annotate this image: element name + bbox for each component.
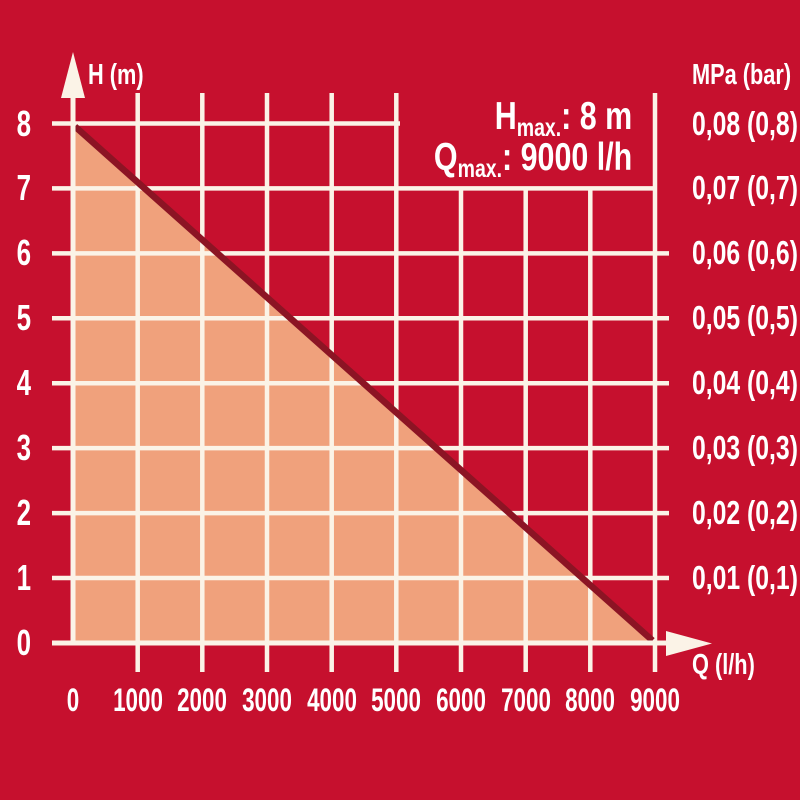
x-tick-8000: 8000 <box>565 682 615 718</box>
y-left-tick-5: 5 <box>16 297 31 338</box>
y-left-tick-8: 8 <box>16 103 31 144</box>
q-max-base: Q <box>433 136 458 179</box>
y-right-axis-title: MPa (bar) <box>692 59 792 91</box>
y-left-tick-6: 6 <box>16 232 31 273</box>
x-tick-6000: 6000 <box>436 682 486 718</box>
y-left-tick-4: 4 <box>16 362 31 403</box>
x-tick-7000: 7000 <box>501 682 551 718</box>
y-right-tick-005: 0,05 (0,5) <box>692 299 798 336</box>
y-left-tick-0: 0 <box>16 622 31 663</box>
h-max-subscript: max. <box>516 114 561 142</box>
y-left-axis-title: H (m) <box>88 59 144 91</box>
h-max-value: : 8 m <box>560 95 632 138</box>
y-right-tick-003: 0,03 (0,3) <box>692 429 798 466</box>
x-tick-4000: 4000 <box>307 682 357 718</box>
y-left-tick-7: 7 <box>16 167 31 208</box>
performance-curve-edge <box>72 124 655 643</box>
x-axis-title: Q (l/h) <box>692 649 755 681</box>
y-left-tick-1: 1 <box>16 557 31 598</box>
q-max-value: : 9000 l/h <box>501 136 632 179</box>
y-left-tick-2: 2 <box>16 492 31 533</box>
y-right-tick-007: 0,07 (0,7) <box>692 169 798 206</box>
y-right-tick-006: 0,06 (0,6) <box>692 234 798 271</box>
q-max-subscript: max. <box>457 155 502 183</box>
x-tick-5000: 5000 <box>371 682 421 718</box>
x-axis-arrow-icon <box>666 631 712 656</box>
h-max-base: H <box>494 95 517 138</box>
x-tick-2000: 2000 <box>177 682 227 718</box>
x-tick-0: 0 <box>66 682 80 718</box>
y-right-tick-004: 0,04 (0,4) <box>692 364 798 401</box>
y-right-tick-001: 0,01 (0,1) <box>692 559 798 596</box>
x-tick-3000: 3000 <box>242 682 292 718</box>
x-tick-1000: 1000 <box>113 682 163 718</box>
y-right-tick-002: 0,02 (0,2) <box>692 494 798 531</box>
y-axis-arrow-icon <box>61 52 85 98</box>
x-tick-9000: 9000 <box>630 682 680 718</box>
y-left-tick-3: 3 <box>16 427 31 468</box>
y-right-tick-008: 0,08 (0,8) <box>692 105 798 142</box>
